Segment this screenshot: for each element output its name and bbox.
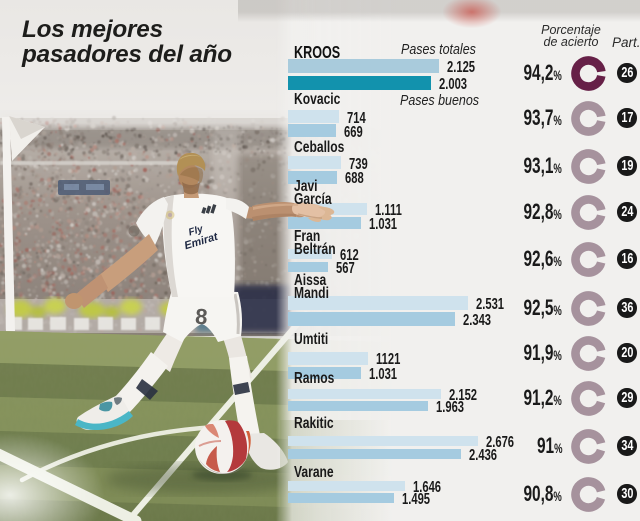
svg-text:8: 8 — [194, 304, 208, 330]
